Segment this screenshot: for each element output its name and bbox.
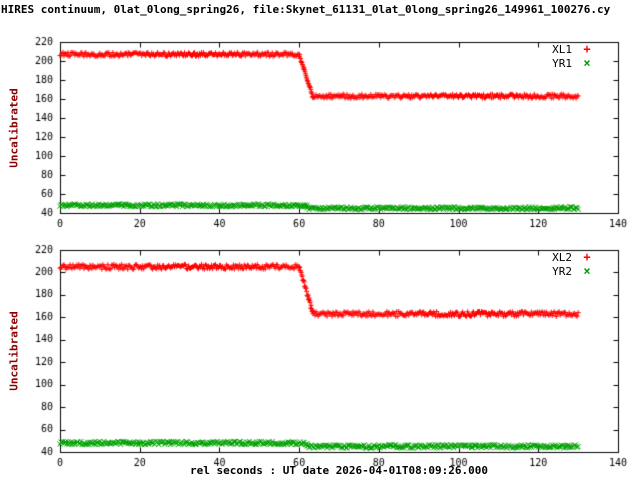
legend-label-xl1: XL1 — [552, 42, 572, 56]
chart-title: HIRES continuum, 0lat_0long_spring26, fi… — [1, 3, 611, 16]
plus-marker-icon: + — [583, 250, 591, 264]
plus-marker-icon: + — [583, 42, 591, 56]
legend-top: XL1 + YR1 × — [552, 42, 602, 70]
cross-marker-icon: × — [583, 56, 591, 70]
legend-entry-xl2: XL2 + — [552, 250, 602, 264]
legend-label-yr1: YR1 — [552, 56, 572, 70]
cross-marker-icon: × — [583, 264, 591, 278]
legend-entry-yr1: YR1 × — [552, 56, 602, 70]
legend-label-yr2: YR2 — [552, 264, 572, 278]
legend-label-xl2: XL2 — [552, 250, 572, 264]
legend-entry-yr2: YR2 × — [552, 264, 602, 278]
legend-bottom: XL2 + YR2 × — [552, 250, 602, 278]
y-axis-label-top: Uncalibrated — [7, 88, 21, 168]
y-axis-label-bottom: Uncalibrated — [7, 311, 21, 391]
legend-entry-xl1: XL1 + — [552, 42, 602, 56]
x-axis-label: rel seconds : UT date 2026-04-01T08:09:2… — [189, 464, 489, 477]
